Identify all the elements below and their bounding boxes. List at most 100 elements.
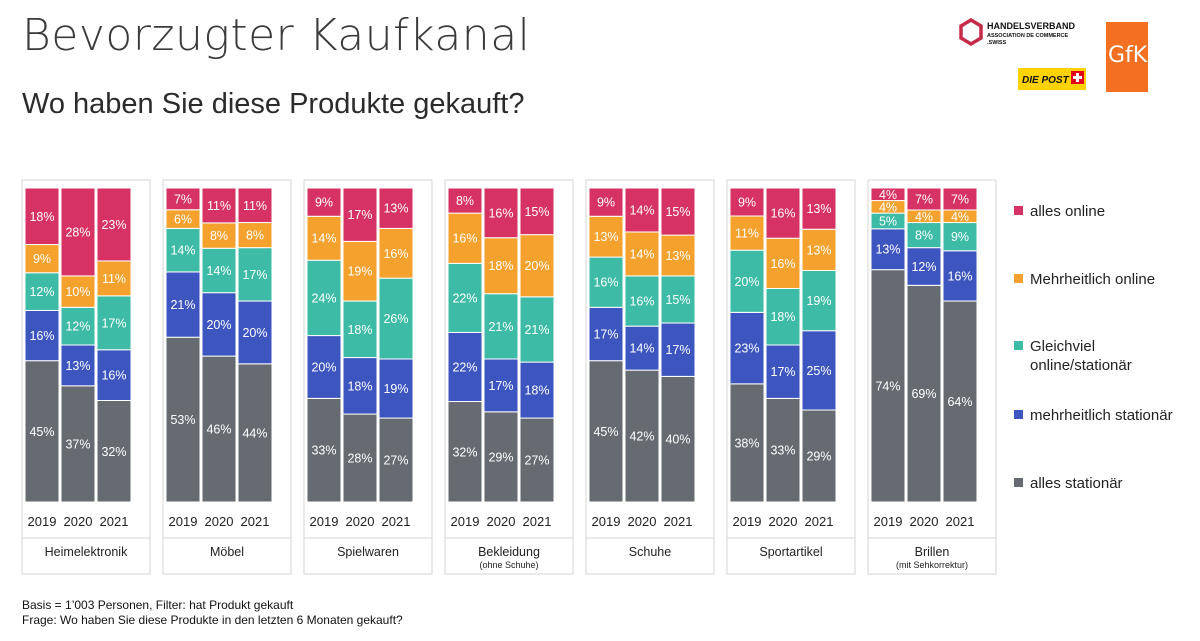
data-label: 25% xyxy=(806,364,831,378)
data-label: 18% xyxy=(347,379,372,393)
data-label: 21% xyxy=(170,298,195,312)
bar-segment xyxy=(378,277,414,360)
handelsverband-line1: HANDELSVERBAND xyxy=(987,21,1076,31)
data-label: 32% xyxy=(101,445,126,459)
data-label: 14% xyxy=(629,342,654,356)
bar-segment xyxy=(342,300,378,359)
data-label: 11% xyxy=(102,272,126,286)
bar-segment xyxy=(765,237,801,289)
data-label: 20% xyxy=(311,360,336,374)
year-tick-label: 2020 xyxy=(769,514,798,529)
data-label: 29% xyxy=(488,450,513,464)
legend-item: Gleichviel online/stationär xyxy=(1014,338,1132,374)
handelsverband-logo: HANDELSVERBAND ASSOCIATION DE COMMERCE .… xyxy=(959,18,1076,47)
year-tick-label: 2020 xyxy=(346,514,375,529)
data-label: 53% xyxy=(170,413,195,427)
data-label: 69% xyxy=(911,387,936,401)
data-label: 13% xyxy=(65,359,90,373)
data-label: 5% xyxy=(879,214,897,228)
year-tick-label: 2019 xyxy=(874,514,903,529)
data-label: 22% xyxy=(452,291,477,305)
legend-item: mehrheitlich stationär xyxy=(1014,407,1173,424)
data-label: 16% xyxy=(947,269,972,283)
bar-segment xyxy=(306,215,342,261)
bar-segment xyxy=(447,212,483,264)
category-group: 45% 17% 16% 13% 9% 2019 42% 14% 16% 14% 14% 2020 40%… xyxy=(585,179,715,575)
data-label: 14% xyxy=(206,264,231,278)
data-label: 33% xyxy=(770,444,795,458)
year-tick-label: 2019 xyxy=(28,514,57,529)
category-label: Bekleidung xyxy=(478,545,540,559)
bar-segment xyxy=(24,244,60,274)
year-tick-label: 2021 xyxy=(523,514,552,529)
data-label: 9% xyxy=(951,230,969,244)
legend-label: mehrheitlich stationär xyxy=(1030,407,1173,424)
data-label: 9% xyxy=(315,196,333,210)
bar-segment xyxy=(342,413,378,503)
year-tick-label: 2019 xyxy=(592,514,621,529)
bar-segment xyxy=(96,187,132,262)
data-label: 45% xyxy=(593,425,618,439)
bar-segment xyxy=(165,187,201,211)
category-group: 74%13%5%4%4%201969%12%8%4%7%202064%16%9%… xyxy=(867,179,997,575)
bar-segment xyxy=(729,249,765,313)
year-tick-label: 2020 xyxy=(205,514,234,529)
data-label: 17% xyxy=(665,343,690,357)
footnote: Basis = 1’003 Personen, Filter: hat Prod… xyxy=(22,598,403,628)
bar-segment xyxy=(519,296,555,363)
bar-segment xyxy=(588,256,624,308)
data-label: 14% xyxy=(170,244,195,258)
category-frame xyxy=(303,179,433,575)
bar-segment xyxy=(165,271,201,338)
chart-groups: 45%16%12%9%18%201937%13%12%10%28%202032%… xyxy=(21,179,997,575)
data-label: 64% xyxy=(947,395,972,409)
data-label: 17% xyxy=(593,328,618,342)
logo-area: HANDELSVERBAND ASSOCIATION DE COMMERCE .… xyxy=(959,18,1148,92)
data-label: 9% xyxy=(597,196,615,210)
bar-segment xyxy=(237,222,273,249)
bar-segment xyxy=(342,357,378,415)
data-label: 20% xyxy=(242,326,267,340)
legend-swatch xyxy=(1014,206,1023,215)
data-label: 7% xyxy=(915,192,933,206)
data-label: 33% xyxy=(311,444,336,458)
year-tick-label: 2020 xyxy=(487,514,516,529)
data-label: 10% xyxy=(65,285,90,299)
bar-segment xyxy=(483,411,519,503)
data-label: 16% xyxy=(29,329,54,343)
data-label: 14% xyxy=(629,203,654,217)
year-tick-label: 2020 xyxy=(64,514,93,529)
bar-segment xyxy=(237,187,273,224)
year-tick-label: 2019 xyxy=(310,514,339,529)
data-label: 14% xyxy=(311,232,336,246)
bar-segment xyxy=(624,275,660,327)
category-group: 33% 20% 24% 14% 9% 2019 28% 18% 18% 19% 17% 2020 27%… xyxy=(303,179,433,575)
data-label: 18% xyxy=(770,310,795,324)
data-label: 20% xyxy=(524,259,549,273)
year-tick-label: 2020 xyxy=(628,514,657,529)
data-label: 26% xyxy=(383,312,408,326)
year-tick-label: 2021 xyxy=(805,514,834,529)
legend-swatch xyxy=(1014,478,1023,487)
year-tick-label: 2021 xyxy=(946,514,975,529)
category-label: Schuhe xyxy=(629,545,671,559)
legend-swatch xyxy=(1014,341,1023,350)
bar-segment xyxy=(624,369,660,503)
bar-segment xyxy=(201,187,237,224)
bar-segment xyxy=(588,187,624,217)
bar-segment xyxy=(447,187,483,214)
data-label: 16% xyxy=(770,257,795,271)
data-label: 7% xyxy=(174,192,192,206)
category-group: 38% 23% 20% 11% 9% 2019 33% 17% 18% 16% 16% 2020 29%… xyxy=(726,179,856,575)
handelsverband-line3: .SWISS xyxy=(987,40,1007,46)
data-label: 17% xyxy=(242,268,267,282)
data-label: 12% xyxy=(65,320,90,334)
year-tick-label: 2021 xyxy=(664,514,693,529)
legend-label: Mehrheitlich online xyxy=(1030,271,1155,288)
bar-segment xyxy=(237,300,273,365)
bar-segment xyxy=(801,228,837,271)
bar-segment xyxy=(870,187,906,202)
post-logo-text: DIE POST xyxy=(1022,75,1070,86)
bar-segment xyxy=(60,306,96,346)
category-label: Möbel xyxy=(210,545,244,559)
